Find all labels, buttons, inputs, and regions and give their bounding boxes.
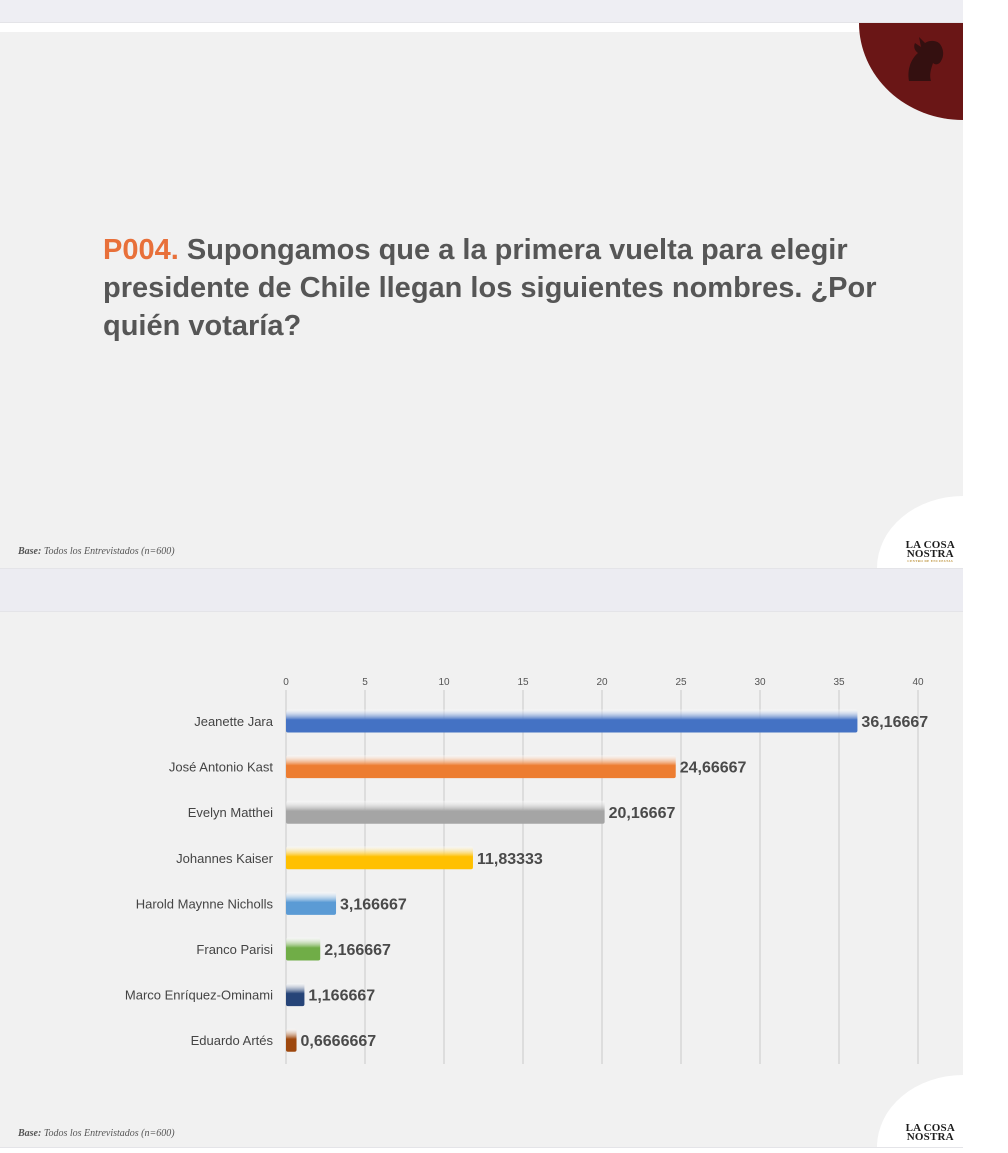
logo-line1-2: LA COSA: [905, 1122, 955, 1134]
logo-badge: LA COSA NOSTRA CENTRO DE ENCUESTAS: [877, 496, 963, 568]
logo-line2-2: NOSTRA: [906, 1131, 954, 1143]
category-label: Evelyn Matthei: [188, 805, 273, 820]
question-title: P004. Supongamos que a la primera vuelta…: [103, 231, 893, 345]
bar-chart: 0 5 10 15 20 25 30 35 40 Jeanette Jara 36,16667 Jos…: [125, 677, 928, 1064]
category-label: Marco Enríquez-Ominami: [125, 988, 273, 1003]
viewer-top-band: [0, 0, 1008, 23]
value-label: 24,66667: [680, 760, 747, 777]
category-label: Eduardo Artés: [191, 1033, 274, 1048]
category-label: Franco Parisi: [196, 942, 273, 957]
bar: [286, 937, 321, 961]
bar: [286, 983, 305, 1007]
logo-subtitle: CENTRO DE ENCUESTAS: [907, 559, 954, 563]
slide-chart: 0 5 10 15 20 25 30 35 40 Jeanette Jara 36,16667 Jos…: [0, 612, 963, 1147]
slide-top-strip: [0, 23, 963, 32]
la-cosa-nostra-logo-2: LA COSA NOSTRA: [905, 1122, 955, 1143]
category-label: Harold Maynne Nicholls: [136, 896, 274, 911]
x-tick-label: 40: [912, 677, 924, 688]
base-text: Todos los Entrevistados (n=600): [41, 546, 175, 557]
value-label: 3,166667: [340, 896, 407, 913]
value-label: 36,16667: [861, 714, 928, 731]
x-tick-label: 5: [362, 677, 368, 688]
bar: [286, 709, 858, 733]
value-label: 2,166667: [324, 942, 391, 959]
brand-corner: [859, 23, 963, 120]
x-tick-label: 35: [833, 677, 845, 688]
x-tick-label: 10: [438, 677, 450, 688]
base-text-2: Todos los Entrevistados (n=600): [41, 1128, 175, 1139]
logo-line1: LA COSA: [905, 539, 955, 551]
viewer-right-gutter: [963, 0, 1008, 1153]
question-code: P004.: [103, 234, 179, 266]
bar: [286, 755, 676, 779]
logo-line2: NOSTRA: [906, 548, 954, 560]
x-tick-label: 25: [675, 677, 687, 688]
value-label: 20,16667: [609, 805, 676, 822]
value-label: 1,166667: [308, 988, 375, 1005]
x-tick-label: 30: [754, 677, 766, 688]
bar: [286, 891, 337, 915]
value-label: 0,6666667: [301, 1033, 377, 1050]
category-label: Jeanette Jara: [194, 714, 274, 729]
bar: [286, 800, 605, 824]
value-label: 11,83333: [477, 851, 543, 868]
x-tick-label: 0: [283, 677, 289, 688]
category-label: Johannes Kaiser: [176, 851, 274, 866]
question-text: Supongamos que a la primera vuelta para …: [103, 234, 877, 342]
base-label-2: Base:: [18, 1128, 42, 1139]
slide-question: P004. Supongamos que a la primera vuelta…: [0, 23, 963, 568]
base-note-2: Base: Todos los Entrevistados (n=600): [18, 1128, 175, 1139]
slide-separator: [0, 568, 1008, 612]
base-label: Base:: [18, 546, 42, 557]
la-cosa-nostra-logo: LA COSA NOSTRA CENTRO DE ENCUESTAS: [905, 539, 955, 564]
bar: [286, 1028, 297, 1052]
x-tick-label: 20: [596, 677, 608, 688]
base-note: Base: Todos los Entrevistados (n=600): [18, 546, 175, 557]
x-tick-label: 15: [517, 677, 529, 688]
bar: [286, 846, 473, 870]
category-label: José Antonio Kast: [169, 760, 273, 775]
horse-logo-icon: [908, 37, 944, 81]
